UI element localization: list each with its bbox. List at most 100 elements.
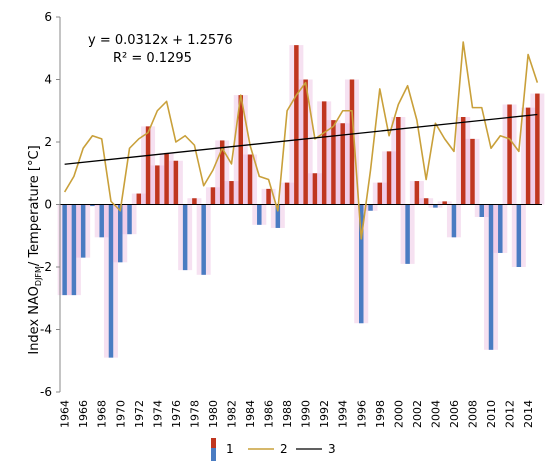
bar	[108, 204, 114, 358]
bar	[460, 117, 466, 205]
y-tick-label: 6	[44, 10, 52, 24]
bar	[433, 204, 438, 208]
y-tick-label: -2	[40, 260, 52, 274]
y-tick-label: 0	[44, 198, 52, 212]
bar	[321, 101, 327, 205]
temperature-line	[63, 41, 539, 240]
x-tick-label: 1982	[225, 400, 238, 428]
legend-label-2: 2	[280, 442, 288, 456]
bar	[294, 45, 299, 205]
bar	[498, 204, 503, 253]
r-squared: R² = 0.1295	[113, 51, 192, 66]
bar	[127, 204, 132, 235]
bar	[442, 201, 447, 205]
x-tick-label: 1980	[207, 400, 220, 428]
x-tick-label: 1984	[244, 400, 257, 428]
bar	[359, 204, 364, 324]
bar	[62, 204, 67, 296]
x-tick-label: 1976	[170, 400, 183, 428]
x-tick-label: 2014	[522, 400, 535, 428]
x-tick-label: 1970	[114, 400, 127, 428]
y-tick-label: -6	[40, 385, 52, 399]
bar	[210, 187, 216, 205]
bar	[145, 126, 151, 205]
bar	[247, 154, 253, 205]
bar	[80, 204, 86, 258]
x-tick-label: 1968	[96, 400, 109, 428]
bar	[525, 107, 531, 205]
bar	[507, 104, 512, 205]
legend: 1 2 3	[211, 438, 336, 461]
bar	[470, 138, 475, 205]
x-tick-label: 2012	[504, 400, 517, 428]
y-axis-label: Index NAODJFM/ Temperature [°C]	[27, 145, 43, 354]
bar	[118, 204, 123, 263]
x-tick-label: 2006	[448, 400, 461, 428]
bar	[173, 160, 179, 205]
bars	[57, 45, 545, 358]
bar	[182, 204, 188, 271]
bar	[201, 204, 206, 275]
x-tick-label: 1994	[337, 400, 350, 428]
bar	[164, 152, 169, 205]
legend-swatch-negative	[211, 448, 216, 461]
y-axis-label-suffix: / Temperature [°C]	[27, 145, 42, 266]
x-tick-label: 1988	[281, 400, 294, 428]
bar	[488, 204, 494, 350]
y-tick-label: -4	[40, 323, 52, 337]
bar	[99, 204, 104, 238]
bar	[386, 151, 392, 205]
bar	[368, 204, 373, 211]
bar	[219, 140, 225, 205]
bar	[423, 198, 429, 205]
legend-swatch-positive	[211, 438, 216, 448]
bar	[229, 181, 234, 205]
bar	[349, 79, 355, 205]
bar	[136, 193, 142, 205]
bar	[275, 204, 281, 228]
x-tick-label: 1974	[151, 400, 164, 428]
x-tick-label: 1972	[133, 400, 146, 428]
bar	[451, 204, 457, 238]
x-tick-label: 1986	[263, 400, 276, 428]
x-tick-label: 1990	[300, 400, 313, 428]
bar	[257, 204, 262, 225]
x-ticks: 1964 1966 1968 1970 1972 1974 1976 1978 1980 1982…	[59, 400, 535, 428]
bar	[535, 93, 540, 205]
bar	[284, 182, 290, 205]
x-tick-label: 2004	[429, 400, 442, 428]
x-tick-label: 1966	[77, 400, 90, 428]
x-tick-label: 2000	[392, 400, 405, 428]
x-tick-label: 1978	[188, 400, 201, 428]
x-tick-label: 2010	[485, 400, 498, 428]
bar	[155, 165, 160, 205]
x-tick-label: 1998	[374, 400, 387, 428]
x-tick-label: 1996	[355, 400, 368, 428]
trend-equation: y = 0.0312x + 1.2576	[88, 33, 233, 48]
x-tick-label: 1964	[59, 400, 72, 428]
bar	[405, 204, 410, 264]
x-tick-label: 2008	[466, 400, 479, 428]
bar	[340, 123, 345, 205]
x-tick-label: 2002	[411, 400, 424, 428]
bar	[312, 173, 318, 205]
bar	[414, 181, 420, 205]
bar	[377, 182, 383, 205]
bar	[303, 79, 308, 205]
bar	[479, 204, 484, 217]
bar	[266, 188, 271, 205]
y-ticks: -6 -4 -2 0 2 4 6	[40, 10, 60, 399]
x-tick-label: 1992	[318, 400, 331, 428]
y-tick-label: 2	[44, 135, 52, 149]
bar	[90, 204, 95, 207]
bar	[71, 204, 77, 296]
y-tick-label: 4	[44, 73, 52, 87]
bar	[238, 95, 243, 205]
bar	[331, 120, 336, 205]
y-axis-label-subscript: DJFM	[34, 266, 43, 286]
trend-line	[64, 113, 538, 165]
bar	[192, 198, 197, 205]
bar	[516, 204, 522, 267]
legend-label-3: 3	[328, 442, 336, 456]
